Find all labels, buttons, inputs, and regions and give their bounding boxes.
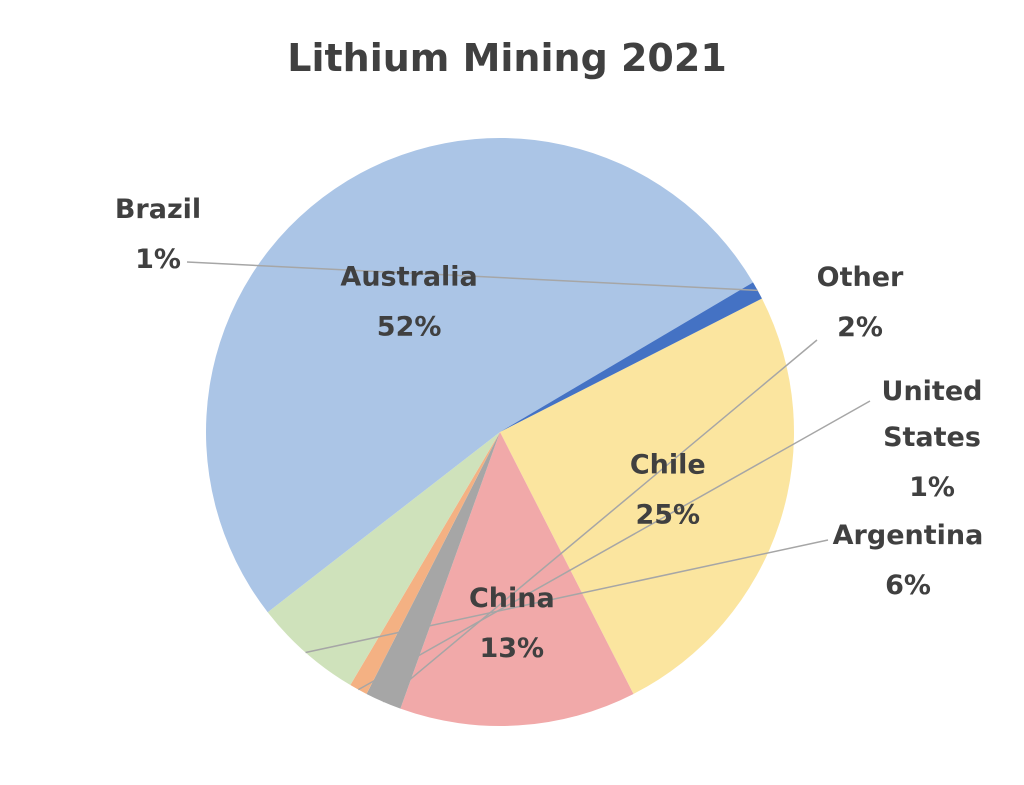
label-value-other: 2% [837, 312, 883, 343]
label-value-brazil: 1% [135, 244, 181, 275]
label-value-united-states: 1% [909, 472, 955, 503]
leader-line-brazil [186, 261, 758, 292]
label-value-chile: 25% [635, 500, 700, 531]
leader-line-other [382, 339, 818, 703]
slice-united-states [350, 432, 500, 694]
leader-line-argentina [305, 539, 829, 654]
label-value-australia: 52% [377, 311, 442, 342]
slice-labels: Chile 25% China 13% Other 2% United States 1% Arg… [115, 194, 984, 664]
slice-brazil [500, 282, 762, 432]
slice-australia [206, 138, 754, 613]
slice-other [366, 432, 500, 709]
leader-lines [186, 261, 871, 703]
label-name-argentina: Argentina [833, 520, 984, 551]
chart-title: Lithium Mining 2021 [287, 36, 727, 80]
label-name-chile: Chile [630, 450, 706, 481]
leader-line-united-states [357, 400, 871, 691]
slice-argentina [267, 432, 500, 686]
label-name-united-states: United States [882, 376, 983, 453]
slice-chile [500, 298, 794, 694]
label-name-other: Other [817, 262, 904, 293]
label-name-australia: Australia [340, 261, 477, 292]
label-value-china: 13% [479, 633, 544, 664]
pie-slices [206, 138, 794, 726]
label-name-china: China [469, 583, 555, 614]
label-value-argentina: 6% [885, 570, 931, 601]
label-name-brazil: Brazil [115, 194, 201, 225]
slice-china [400, 432, 634, 726]
